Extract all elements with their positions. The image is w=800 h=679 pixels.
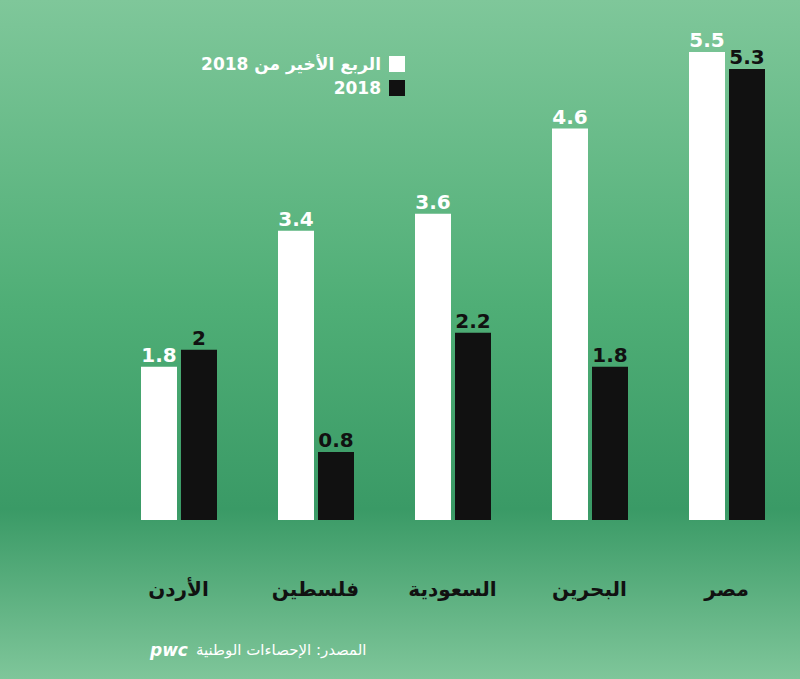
- svg-text:0.8: 0.8: [318, 428, 353, 452]
- svg-text:5.5: 5.5: [689, 28, 724, 52]
- html-text:المصدر: الإحصاءات الوطنية: المصدر: الإحصاءات الوطنية: [196, 641, 367, 659]
- html-text:2018: 2018: [333, 78, 381, 98]
- svg-text:البحرين: البحرين: [552, 577, 627, 601]
- svg-text:فلسطين: فلسطين: [272, 577, 359, 601]
- html-text:الربع الأخير من 2018: الربع الأخير من 2018: [201, 54, 381, 74]
- svg-text:2: 2: [192, 326, 206, 350]
- svg-text:2.2: 2.2: [455, 309, 490, 333]
- svg-text:مصر: مصر: [703, 577, 749, 601]
- svg-text:1.8: 1.8: [592, 343, 627, 367]
- html-text:pwc: pwc: [150, 640, 188, 660]
- svg-text:1.8: 1.8: [141, 343, 176, 367]
- svg-text:3.4: 3.4: [278, 207, 313, 231]
- svg-text:السعودية: السعودية: [408, 577, 496, 601]
- svg-text:5.3: 5.3: [729, 45, 764, 69]
- svg-text:الأردن: الأردن: [148, 576, 209, 601]
- svg-text:3.6: 3.6: [415, 190, 450, 214]
- svg-text:4.6: 4.6: [552, 105, 587, 129]
